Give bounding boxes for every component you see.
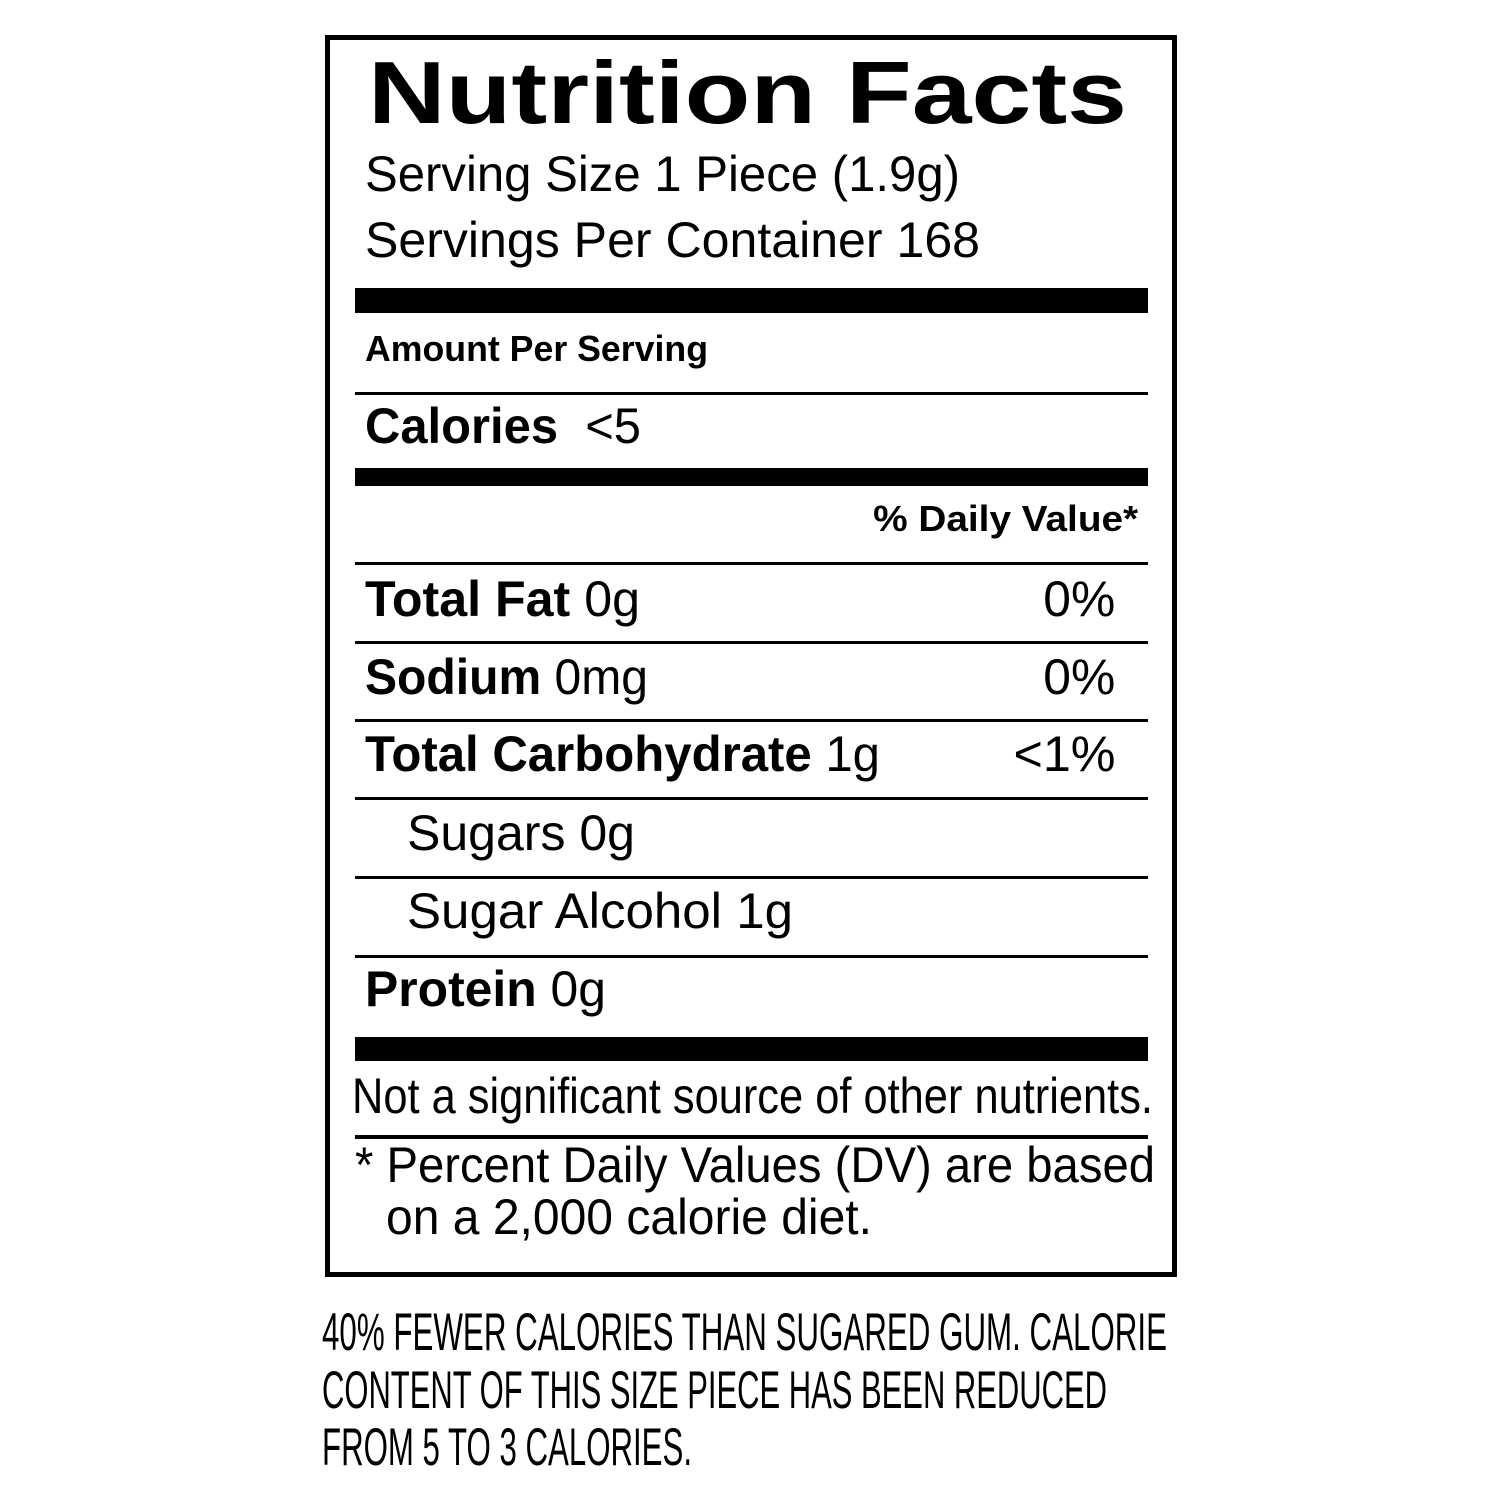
nutrient-row-total-fat: Total Fat 0g	[365, 574, 640, 624]
nutrient-row-sugar-alcohol: Sugar Alcohol 1g	[407, 886, 793, 936]
calories-row: Calories <5	[365, 401, 641, 451]
nutrient-amount: 1g	[736, 883, 793, 939]
thick-divider	[355, 468, 1148, 486]
claim-line-3: FROM 5 TO 3 CALORIES.	[322, 1418, 692, 1477]
footnote-line-1: * Percent Daily Values (DV) are based	[355, 1137, 1155, 1193]
nutrient-label: Total Fat	[365, 571, 571, 627]
divider	[355, 641, 1148, 644]
not-significant-note: Not a significant source of other nutrie…	[352, 1068, 1153, 1124]
nutrient-amount: 1g	[825, 726, 880, 782]
nutrition-facts-panel	[325, 35, 1177, 1277]
serving-size: Serving Size 1 Piece (1.9g)	[365, 146, 960, 202]
divider	[355, 719, 1148, 722]
servings-per-container: Servings Per Container 168	[365, 212, 980, 268]
daily-value-header: % Daily Value*	[873, 498, 1138, 539]
nutrient-row-total-carbohydrate: Total Carbohydrate 1g	[365, 729, 880, 779]
divider	[355, 562, 1148, 565]
calories-label: Calories	[365, 398, 559, 454]
nutrient-dv: 0%	[1043, 571, 1115, 627]
footnote-line-2: on a 2,000 calorie diet.	[386, 1189, 872, 1245]
calories-value: <5	[585, 398, 641, 454]
nutrient-amount: 0g	[584, 571, 640, 627]
nutrient-label: Protein	[365, 961, 537, 1017]
nutrient-label: Sugar Alcohol	[407, 883, 723, 939]
nutrient-dv: <1%	[1013, 726, 1115, 782]
nutrient-label: Total Carbohydrate	[365, 726, 812, 782]
nutrient-label: Sugars	[407, 805, 566, 861]
nutrient-amount: 0g	[579, 805, 635, 861]
nutrient-amount: 0mg	[554, 649, 648, 705]
divider	[355, 797, 1148, 800]
nutrient-amount: 0g	[550, 961, 606, 1017]
label-title: Nutrition Facts	[368, 43, 1127, 142]
nutrient-dv: 0%	[1043, 649, 1115, 705]
nutrient-row-sodium: Sodium 0mg	[365, 652, 648, 702]
thick-divider	[355, 1037, 1148, 1061]
divider	[355, 1135, 1148, 1139]
claim-line-2: CONTENT OF THIS SIZE PIECE HAS BEEN REDU…	[322, 1361, 1107, 1420]
nutrient-row-sugars: Sugars 0g	[407, 808, 635, 858]
divider	[355, 392, 1148, 395]
amount-per-serving: Amount Per Serving	[365, 328, 708, 369]
claim-line-1: 40% FEWER CALORIES THAN SUGARED GUM. CAL…	[322, 1303, 1167, 1362]
nutrient-row-protein: Protein 0g	[365, 964, 606, 1014]
thick-divider	[355, 288, 1148, 313]
nutrient-label: Sodium	[365, 649, 542, 705]
divider	[355, 955, 1148, 958]
divider	[355, 876, 1148, 879]
